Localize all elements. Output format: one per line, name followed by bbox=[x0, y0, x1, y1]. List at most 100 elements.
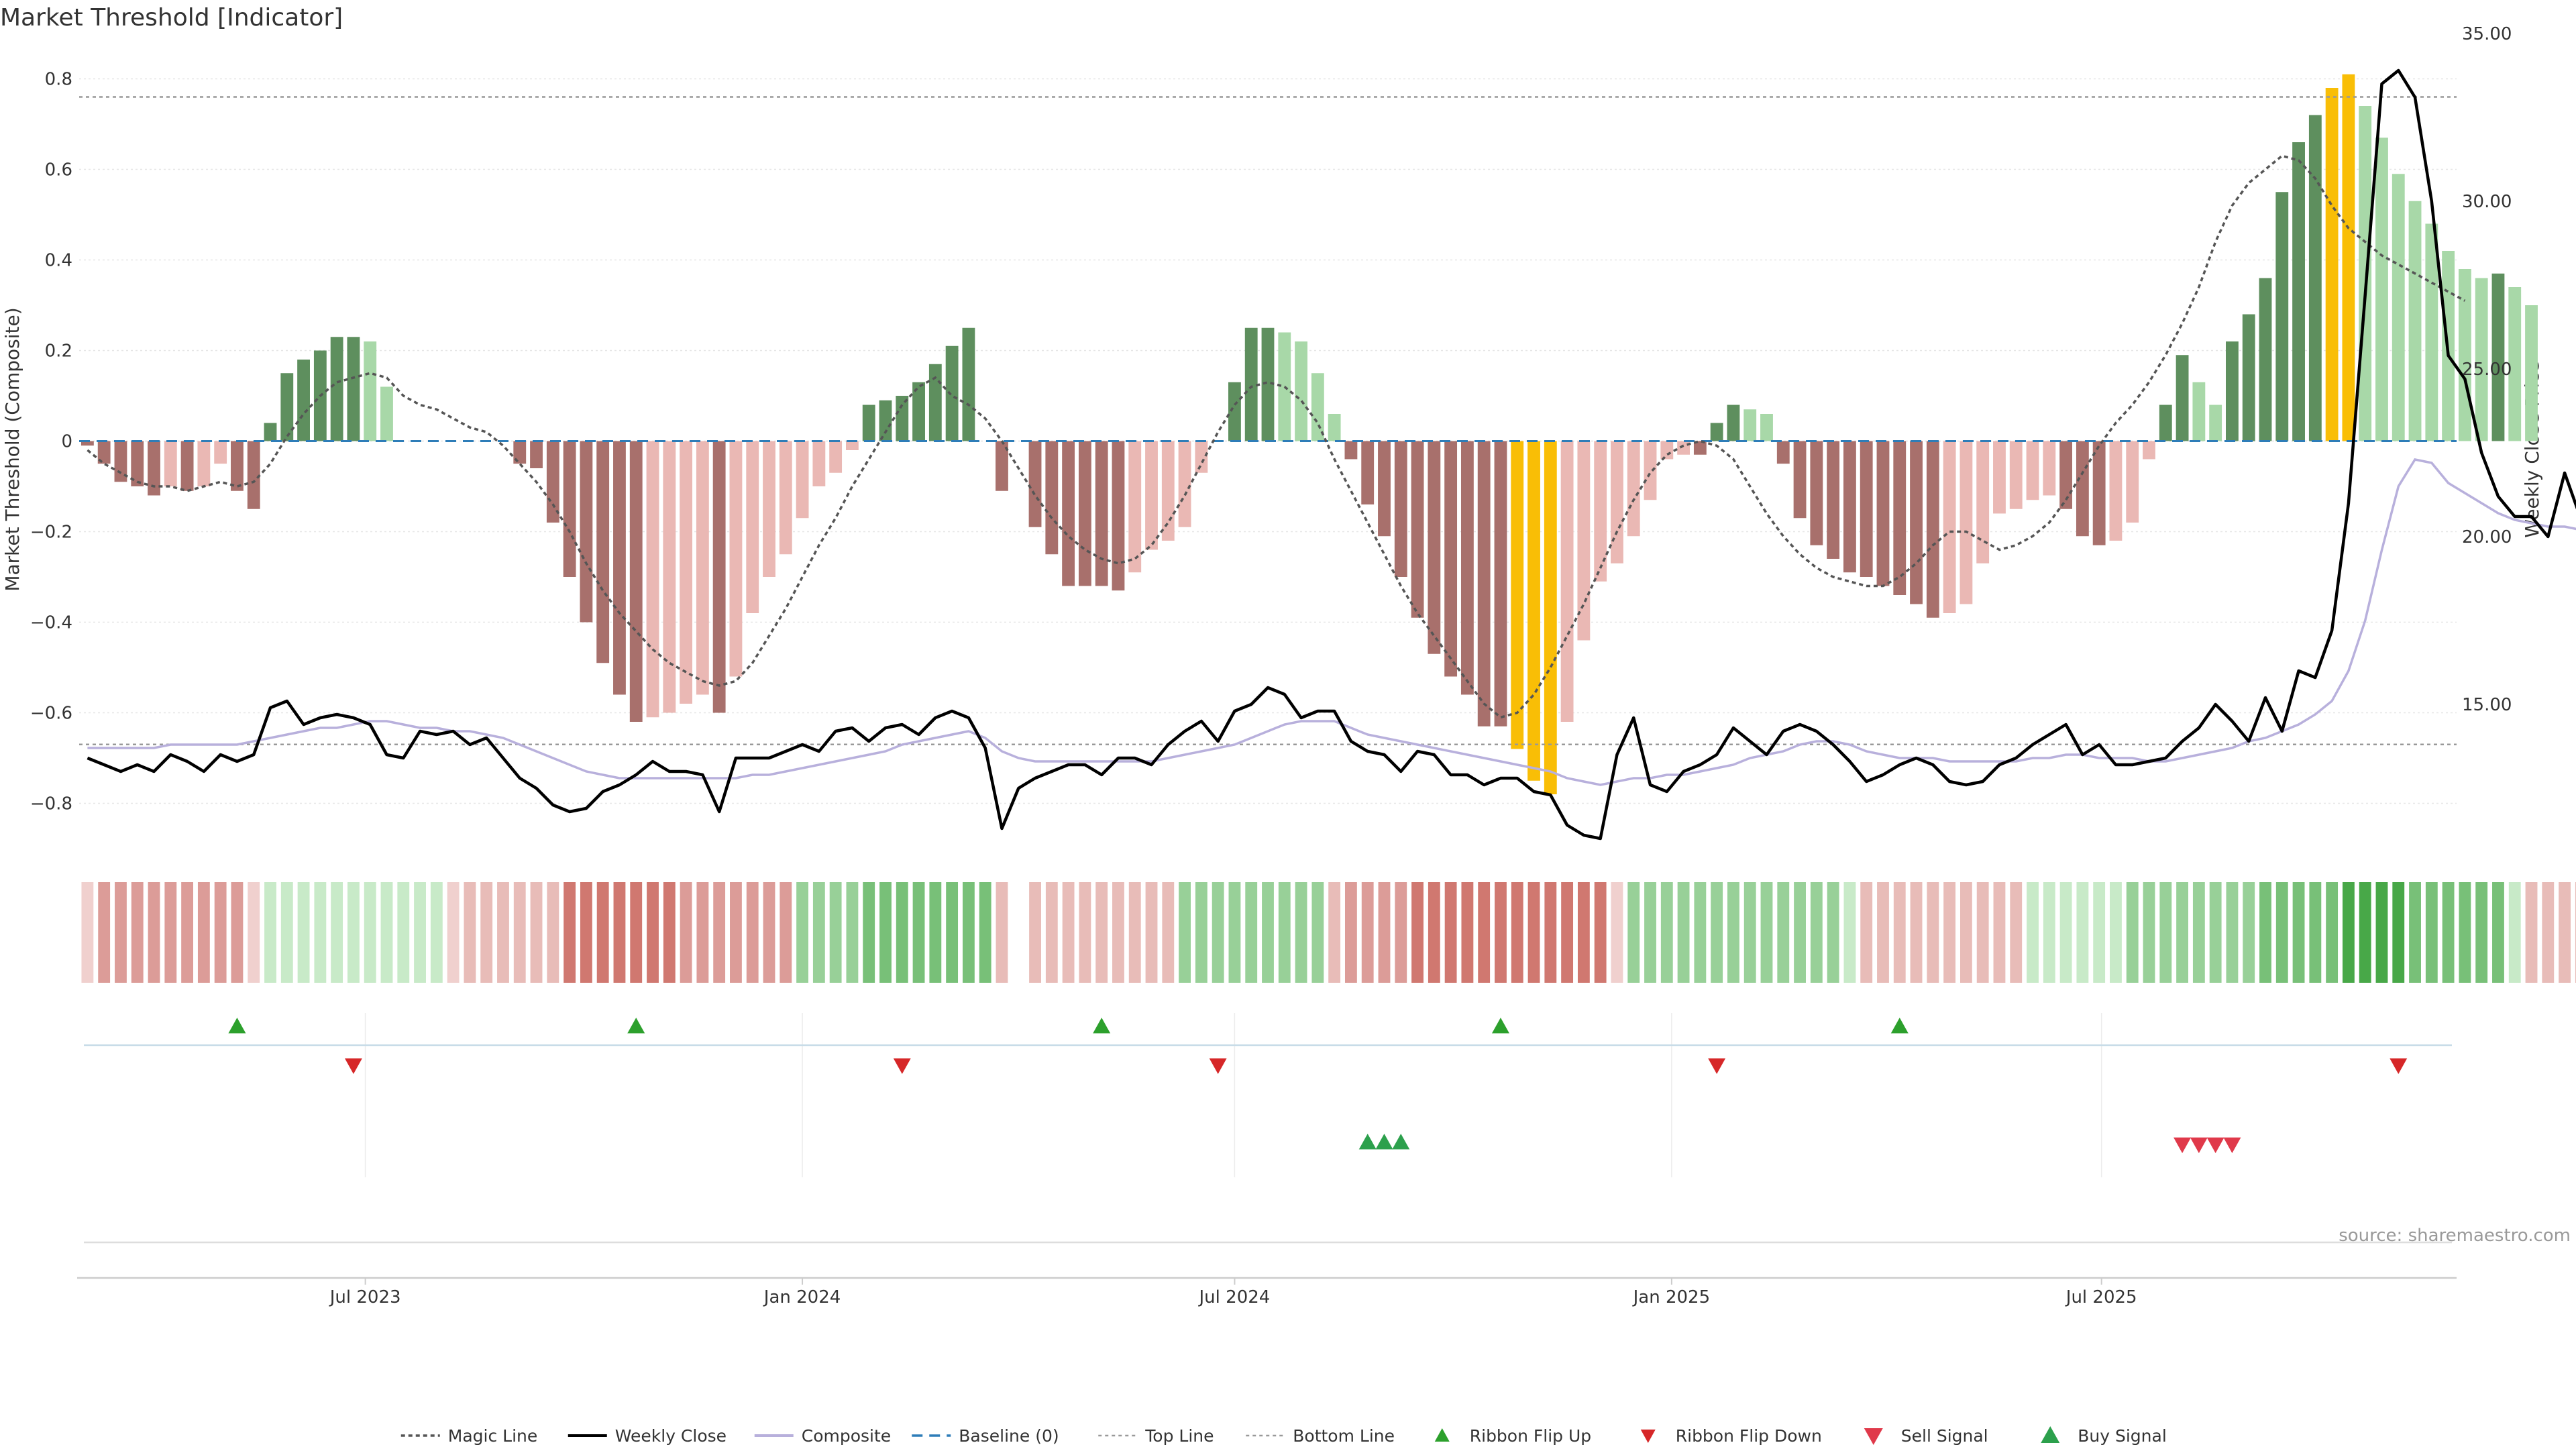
composite-bar bbox=[2275, 192, 2289, 441]
ribbon-cell bbox=[1444, 882, 1457, 983]
composite-bar bbox=[1078, 441, 1091, 586]
legend-label: Sell Signal bbox=[1901, 1426, 1988, 1446]
ribbon-cell bbox=[1760, 882, 1773, 983]
ribbon-cell bbox=[1827, 882, 1839, 983]
legend-symbol bbox=[1864, 1428, 1883, 1445]
composite-bar bbox=[280, 373, 294, 441]
composite-bar bbox=[1560, 441, 1574, 722]
composite-bar bbox=[197, 441, 211, 486]
composite-bar bbox=[1361, 441, 1375, 504]
composite-bar bbox=[879, 400, 892, 441]
ribbon-flip-up-marker bbox=[1491, 1018, 1509, 1034]
composite-bar bbox=[2259, 278, 2272, 441]
composite-bar bbox=[148, 441, 160, 496]
ribbon-cell bbox=[879, 882, 892, 983]
composite-bar bbox=[1428, 441, 1441, 654]
ribbon-cell bbox=[962, 882, 975, 983]
ribbon-cell bbox=[1311, 882, 1324, 983]
y-tick-label-right: 30.00 bbox=[2462, 192, 2512, 212]
ribbon-cell bbox=[596, 882, 609, 983]
composite-bar bbox=[2425, 223, 2438, 441]
composite-bar bbox=[1477, 441, 1491, 727]
ribbon-cell bbox=[1711, 882, 1723, 983]
ribbon-cell bbox=[730, 882, 742, 983]
ribbon-cell bbox=[264, 882, 276, 983]
line-layer bbox=[79, 68, 2576, 841]
ribbon-cell bbox=[331, 882, 343, 983]
signal-layer bbox=[77, 1018, 2457, 1279]
ribbon-cell bbox=[148, 882, 160, 983]
ribbon-cell bbox=[1910, 882, 1923, 983]
ribbon-cell bbox=[1511, 882, 1523, 983]
composite-bar bbox=[763, 441, 775, 577]
composite-bar bbox=[2458, 269, 2471, 441]
ribbon-cell bbox=[564, 882, 576, 983]
composite-bar bbox=[1893, 441, 1907, 595]
ribbon-cell bbox=[1228, 882, 1241, 983]
ribbon-cell bbox=[1777, 882, 1790, 983]
ribbon-cell bbox=[1927, 882, 1939, 983]
y-tick-label-right: 25.00 bbox=[2462, 360, 2512, 380]
composite-bar bbox=[812, 441, 826, 486]
ribbon-cell bbox=[1195, 882, 1208, 983]
ribbon-cell bbox=[2326, 882, 2339, 983]
ribbon-cell bbox=[464, 882, 476, 983]
ribbon-cell bbox=[2010, 882, 2023, 983]
composite-bar bbox=[962, 327, 975, 441]
composite-bar bbox=[1860, 441, 1873, 577]
ribbon-flip-up-marker bbox=[1890, 1018, 1909, 1034]
ribbon-cell bbox=[1428, 882, 1440, 983]
ribbon-cell bbox=[946, 882, 959, 983]
composite-bar bbox=[862, 405, 875, 441]
ribbon-cell bbox=[2209, 882, 2222, 983]
composite-bar bbox=[1261, 327, 1275, 441]
ribbon-cell bbox=[647, 882, 659, 983]
composite-bar bbox=[1594, 441, 1607, 582]
ribbon-cell bbox=[1694, 882, 1707, 983]
ribbon-cell bbox=[131, 882, 144, 983]
composite-bar bbox=[297, 360, 310, 441]
ribbon-cell bbox=[2575, 882, 2576, 983]
ribbon-cell bbox=[2110, 882, 2122, 983]
composite-bar bbox=[2076, 441, 2089, 537]
composite-bar bbox=[2325, 88, 2339, 441]
ribbon-cell bbox=[1378, 882, 1391, 983]
ribbon-flip-up-marker bbox=[228, 1018, 246, 1034]
composite-bar bbox=[164, 441, 177, 486]
legend: Magic Line Weekly Close Composite Baseline … bbox=[400, 1426, 2167, 1446]
ribbon-cell bbox=[2409, 882, 2421, 983]
ribbon-flip-down-marker bbox=[344, 1058, 362, 1074]
composite-bar bbox=[1644, 441, 1657, 500]
x-tick-label: Jan 2025 bbox=[1632, 1287, 1711, 1307]
composite-bar bbox=[1926, 441, 1939, 618]
ribbon-cell bbox=[1943, 882, 1956, 983]
composite-bar bbox=[1328, 414, 1341, 441]
composite-bar bbox=[347, 337, 360, 441]
composite-bar bbox=[264, 423, 277, 441]
ribbon-cell bbox=[1544, 882, 1557, 983]
legend-symbol bbox=[2041, 1426, 2060, 1443]
y-tick-label-left: 0.8 bbox=[45, 70, 72, 90]
y-tick-label-right: 15.00 bbox=[2462, 695, 2512, 715]
composite-bar bbox=[2192, 382, 2206, 441]
ribbon-cell bbox=[1577, 882, 1590, 983]
ribbon-cell bbox=[1278, 882, 1291, 983]
composite-bar bbox=[1062, 441, 1075, 586]
composite-bar bbox=[1378, 441, 1391, 537]
ribbon-cell bbox=[979, 882, 991, 983]
composite-bar bbox=[2059, 441, 2073, 509]
composite-bar bbox=[1660, 441, 1674, 460]
ribbon-cell bbox=[1395, 882, 1407, 983]
ribbon-flip-down-marker bbox=[893, 1058, 911, 1074]
composite-bar bbox=[646, 441, 659, 718]
legend-label: Ribbon Flip Up bbox=[1470, 1426, 1591, 1446]
ribbon-cell bbox=[181, 882, 194, 983]
ribbon-cell bbox=[2359, 882, 2371, 983]
composite-bar bbox=[2292, 142, 2305, 441]
ribbon-cell bbox=[1843, 882, 1856, 983]
ribbon-cell bbox=[364, 882, 376, 983]
composite-bar bbox=[2176, 355, 2189, 441]
composite-bar bbox=[131, 441, 144, 486]
legend-label: Composite bbox=[802, 1426, 891, 1446]
ribbon-cell bbox=[1095, 882, 1108, 983]
